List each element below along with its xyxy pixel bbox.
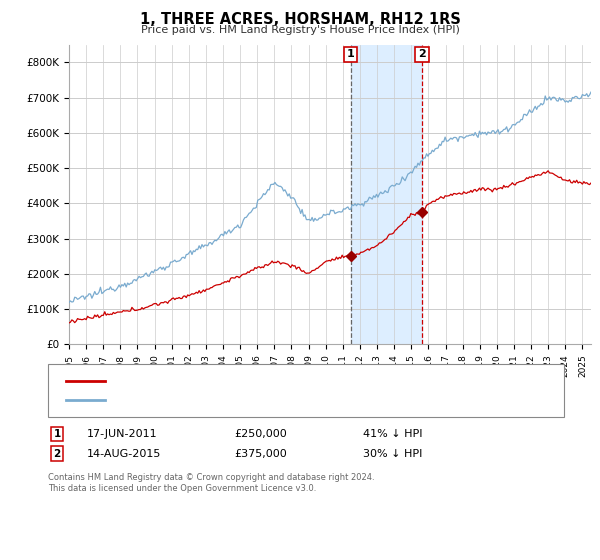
Text: Price paid vs. HM Land Registry's House Price Index (HPI): Price paid vs. HM Land Registry's House … (140, 25, 460, 35)
Text: Contains HM Land Registry data © Crown copyright and database right 2024.
This d: Contains HM Land Registry data © Crown c… (48, 473, 374, 493)
Text: 1: 1 (53, 429, 61, 439)
Text: 2: 2 (418, 49, 426, 59)
Text: HPI: Average price, detached house, Horsham: HPI: Average price, detached house, Hors… (111, 395, 351, 405)
Text: 1, THREE ACRES, HORSHAM, RH12 1RS: 1, THREE ACRES, HORSHAM, RH12 1RS (140, 12, 460, 27)
Text: 1, THREE ACRES, HORSHAM, RH12 1RS (detached house): 1, THREE ACRES, HORSHAM, RH12 1RS (detac… (111, 376, 410, 386)
Text: 30% ↓ HPI: 30% ↓ HPI (363, 449, 422, 459)
Text: £250,000: £250,000 (234, 429, 287, 439)
Text: 17-JUN-2011: 17-JUN-2011 (87, 429, 158, 439)
Text: 2: 2 (53, 449, 61, 459)
Text: 41% ↓ HPI: 41% ↓ HPI (363, 429, 422, 439)
Text: 1: 1 (347, 49, 355, 59)
Text: £375,000: £375,000 (234, 449, 287, 459)
Bar (351, 45, 422, 344)
Text: 14-AUG-2015: 14-AUG-2015 (87, 449, 161, 459)
